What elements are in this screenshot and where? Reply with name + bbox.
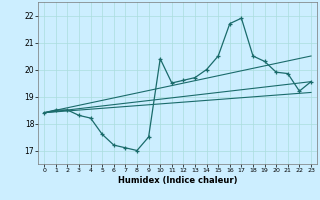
X-axis label: Humidex (Indice chaleur): Humidex (Indice chaleur)	[118, 176, 237, 185]
